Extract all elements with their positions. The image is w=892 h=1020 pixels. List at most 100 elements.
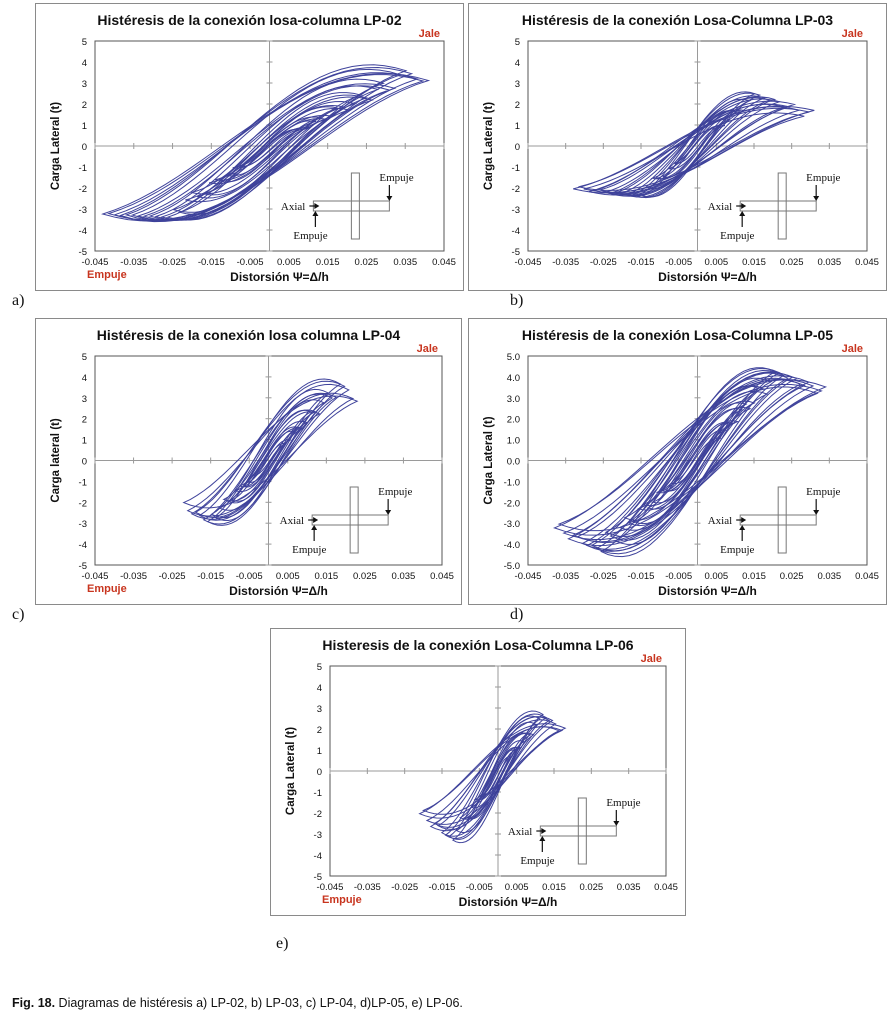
chart-title: Histeresis de la conexión Losa-Columna L… [322, 637, 633, 653]
chart-svg-c: Histéresis de la conexión losa columna L… [35, 318, 462, 605]
pull-direction-label: Jale [419, 28, 440, 40]
hysteresis-loop [583, 112, 805, 193]
panel-label-c: c) [12, 606, 25, 623]
hysteresis-loop [222, 409, 317, 502]
x-tick-label: -0.035 [354, 882, 381, 893]
hysteresis-loop [429, 719, 557, 832]
x-tick-label: -0.015 [628, 571, 655, 582]
axial-arrowhead [741, 517, 747, 523]
x-tick-label: -0.015 [429, 882, 456, 893]
chart-panel-e: Histeresis de la conexión Losa-Columna L… [270, 628, 686, 916]
axial-arrowhead [313, 517, 319, 523]
inset-column [777, 172, 787, 240]
x-tick-label: -0.025 [159, 257, 186, 268]
push-direction-label: Empuje [87, 583, 127, 595]
hysteresis-loop [646, 408, 744, 510]
x-tick-label: 0.045 [855, 257, 879, 268]
y-tick-label: -1 [79, 477, 87, 488]
hysteresis-loop [567, 378, 815, 547]
y-tick-label: -5 [512, 247, 520, 258]
y-tick-label: -4 [79, 540, 87, 551]
inset-push-top-label: Empuje [378, 486, 412, 498]
hysteresis-loop [573, 105, 815, 194]
y-axis-label: Carga lateral (t) [50, 418, 62, 503]
x-tick-label: -0.005 [466, 882, 493, 893]
x-tick-label: -0.005 [237, 257, 264, 268]
x-tick-label: 0.025 [579, 882, 603, 893]
y-tick-label: 4.0 [507, 373, 520, 384]
x-tick-label: 0.035 [817, 257, 841, 268]
x-tick-label: -0.035 [120, 257, 147, 268]
push-bottom-arrowhead [312, 211, 319, 216]
y-tick-label: -3 [79, 519, 87, 530]
x-tick-label: -0.035 [552, 257, 579, 268]
x-tick-label: -0.045 [82, 571, 109, 582]
inset-push-top-label: Empuje [806, 486, 840, 498]
axial-arrowhead [314, 203, 320, 209]
y-tick-label: 3.0 [507, 394, 520, 405]
hysteresis-loop [182, 395, 359, 509]
x-axis-label: Distorsión Ψ=Δ/h [658, 270, 757, 284]
x-tick-label: 0.035 [393, 257, 417, 268]
pull-direction-label: Jale [641, 653, 662, 665]
y-tick-label: 1 [82, 121, 87, 132]
y-tick-label: 4 [82, 58, 87, 69]
hysteresis-loop [650, 109, 742, 180]
push-bottom-arrowhead [539, 836, 546, 841]
pull-direction-label: Jale [842, 28, 863, 40]
x-tick-label: -0.025 [590, 257, 617, 268]
x-tick-label: 0.015 [316, 257, 340, 268]
x-tick-label: -0.005 [665, 257, 692, 268]
x-tick-label: -0.045 [317, 882, 344, 893]
hysteresis-loop [186, 392, 355, 517]
inset-push-bottom-label: Empuje [293, 230, 327, 242]
push-top-arrowhead [386, 196, 393, 201]
x-tick-label: 0.005 [277, 257, 301, 268]
x-tick-label: -0.035 [552, 571, 579, 582]
x-tick-label: -0.025 [391, 882, 418, 893]
x-tick-label: 0.045 [855, 571, 879, 582]
hysteresis-loop [206, 393, 334, 526]
hysteresis-loop [629, 92, 762, 198]
x-tick-label: 0.015 [542, 882, 566, 893]
hysteresis-loop [552, 379, 828, 536]
y-tick-label: 0 [82, 142, 87, 153]
y-tick-label: 4 [515, 58, 520, 69]
push-bottom-arrowhead [739, 525, 746, 530]
x-tick-label: -0.005 [665, 571, 692, 582]
y-tick-label: -4 [79, 226, 87, 237]
y-tick-label: -1 [512, 163, 520, 174]
hysteresis-loop [623, 385, 765, 521]
hysteresis-loop [112, 72, 419, 222]
x-tick-label: 0.005 [704, 257, 728, 268]
x-tick-label: 0.025 [780, 571, 804, 582]
chart-panel-a: Histéresis de la conexión losa-columna L… [35, 3, 464, 291]
inset-push-top-label: Empuje [379, 172, 413, 184]
axial-arrowhead [541, 828, 547, 834]
hysteresis-loop [418, 723, 567, 819]
y-tick-label: -2 [314, 809, 322, 820]
inset-push-bottom-label: Empuje [720, 544, 754, 556]
hysteresis-loop [101, 73, 431, 222]
push-top-arrowhead [813, 510, 820, 515]
inset-push-bottom-label: Empuje [720, 230, 754, 242]
inset-column [577, 797, 587, 865]
x-tick-label: -0.015 [197, 571, 224, 582]
panel-label-d: d) [510, 606, 524, 623]
x-tick-label: -0.025 [590, 571, 617, 582]
x-tick-label: 0.025 [780, 257, 804, 268]
x-tick-label: 0.015 [742, 571, 766, 582]
y-tick-label: 5 [317, 662, 322, 673]
y-tick-label: -3 [512, 205, 520, 216]
y-axis-label: Carga Lateral (t) [285, 727, 297, 815]
hysteresis-curve [101, 64, 431, 223]
y-tick-label: -3.0 [504, 519, 520, 530]
push-top-arrowhead [813, 196, 820, 201]
x-tick-label: 0.035 [617, 882, 641, 893]
inset-push-bottom-label: Empuje [520, 855, 554, 867]
y-tick-label: -3 [314, 830, 322, 841]
y-tick-label: -2 [512, 184, 520, 195]
axial-arrowhead [741, 203, 747, 209]
y-tick-label: -5 [314, 872, 322, 883]
x-tick-label: 0.005 [704, 571, 728, 582]
